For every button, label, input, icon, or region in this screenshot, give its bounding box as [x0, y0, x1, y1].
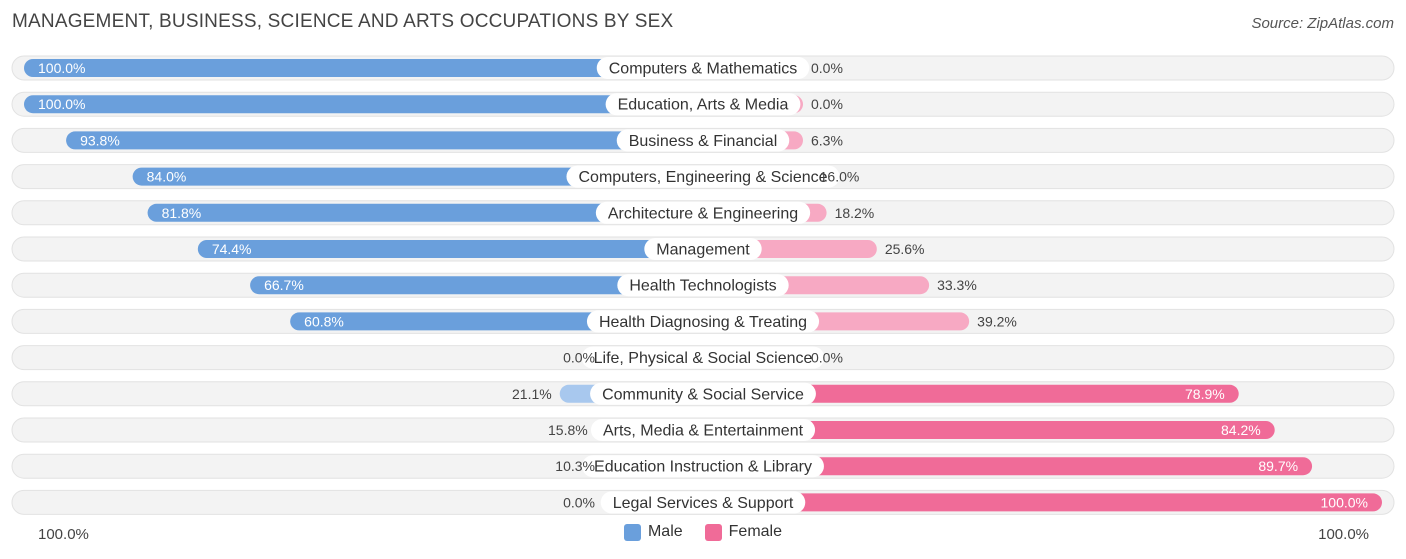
male-value-label: 100.0%: [38, 96, 85, 112]
female-value-label: 100.0%: [1321, 494, 1368, 510]
category-label: Computers, Engineering & Science: [578, 169, 827, 186]
female-value-label: 25.6%: [885, 241, 925, 257]
category-label: Management: [656, 242, 750, 259]
category-label: Legal Services & Support: [613, 495, 794, 512]
category-label: Arts, Media & Entertainment: [603, 423, 804, 440]
axis-left-label: 100.0%: [38, 526, 89, 543]
legend-swatch-female: [704, 523, 722, 541]
source-label: Source: ZipAtlas.com: [1251, 15, 1394, 32]
legend-item-male: Male: [623, 523, 683, 541]
category-label-pill: [590, 419, 816, 441]
category-label: Architecture & Engineering: [608, 205, 798, 222]
male-bar: [66, 131, 703, 150]
female-value-label: 39.2%: [977, 313, 1017, 329]
diverging-bar-chart: Computers & Mathematics 100.0% 0.0% Educati…: [11, 55, 1395, 515]
male-value-label: 60.8%: [304, 313, 344, 329]
category-label-pill: [590, 382, 816, 405]
male-bar: [197, 240, 703, 258]
legend-label-male: Male: [647, 523, 683, 540]
female-value-label: 89.7%: [1258, 458, 1298, 474]
category-label-pill: [566, 165, 840, 188]
category-label-pill: [600, 491, 806, 514]
male-bar: [132, 167, 703, 186]
female-bar: [703, 493, 1382, 512]
axis-right-label: 100.0%: [1318, 526, 1369, 543]
legend-item-female: Female: [704, 523, 783, 541]
male-value-label: 100.0%: [38, 60, 85, 76]
category-label-pill: [586, 310, 820, 333]
male-value-label: 84.0%: [147, 169, 187, 185]
legend-swatch-male: [623, 523, 641, 541]
category-label-pill: [582, 455, 824, 478]
legend-label-female: Female: [728, 523, 783, 540]
chart-title: MANAGEMENT, BUSINESS, SCIENCE AND ARTS O…: [12, 11, 674, 32]
male-value-label: 10.3%: [555, 458, 595, 474]
category-label-pill: [581, 346, 825, 369]
male-bar: [147, 203, 703, 222]
male-value-label: 15.8%: [548, 422, 588, 438]
male-value-label: 21.1%: [512, 386, 552, 402]
category-label-pill: [644, 238, 762, 260]
female-value-label: 0.0%: [811, 350, 843, 366]
category-label: Education, Arts & Media: [618, 97, 789, 114]
female-value-label: 0.0%: [811, 96, 843, 112]
category-label: Computers & Mathematics: [609, 61, 798, 78]
male-value-label: 0.0%: [563, 350, 595, 366]
male-bar: [24, 95, 703, 114]
male-value-label: 0.0%: [563, 494, 595, 510]
category-label-pill: [616, 129, 790, 152]
category-label-pill: [605, 93, 801, 116]
female-value-label: 0.0%: [811, 60, 843, 76]
category-label: Life, Physical & Social Science: [594, 350, 813, 367]
female-value-label: 6.3%: [811, 132, 843, 148]
category-label-pill: [596, 57, 810, 79]
female-bar: [703, 457, 1313, 476]
category-label: Community & Social Service: [602, 386, 804, 403]
female-bar: [703, 421, 1275, 439]
female-value-label: 33.3%: [937, 277, 977, 293]
male-bar: [24, 59, 703, 77]
male-value-label: 74.4%: [212, 241, 252, 257]
female-value-label: 16.0%: [820, 169, 860, 185]
category-label: Health Technologists: [629, 278, 776, 295]
male-value-label: 93.8%: [80, 132, 120, 148]
male-value-label: 66.7%: [264, 277, 304, 293]
female-value-label: 78.9%: [1185, 386, 1225, 402]
category-label: Education Instruction & Library: [594, 459, 812, 476]
category-label-pill: [595, 201, 811, 224]
category-label: Health Diagnosing & Treating: [599, 314, 807, 331]
male-value-label: 81.8%: [162, 205, 202, 221]
category-label: Business & Financial: [629, 133, 778, 150]
male-bar: [250, 276, 703, 295]
female-value-label: 84.2%: [1221, 422, 1261, 438]
female-value-label: 18.2%: [835, 205, 875, 221]
female-bar: [703, 384, 1239, 403]
category-label-pill: [617, 274, 789, 297]
legend: Male Female: [0, 523, 1406, 541]
